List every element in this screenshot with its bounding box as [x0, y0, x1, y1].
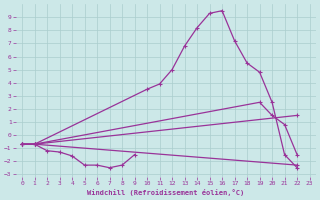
X-axis label: Windchill (Refroidissement éolien,°C): Windchill (Refroidissement éolien,°C)	[87, 189, 244, 196]
